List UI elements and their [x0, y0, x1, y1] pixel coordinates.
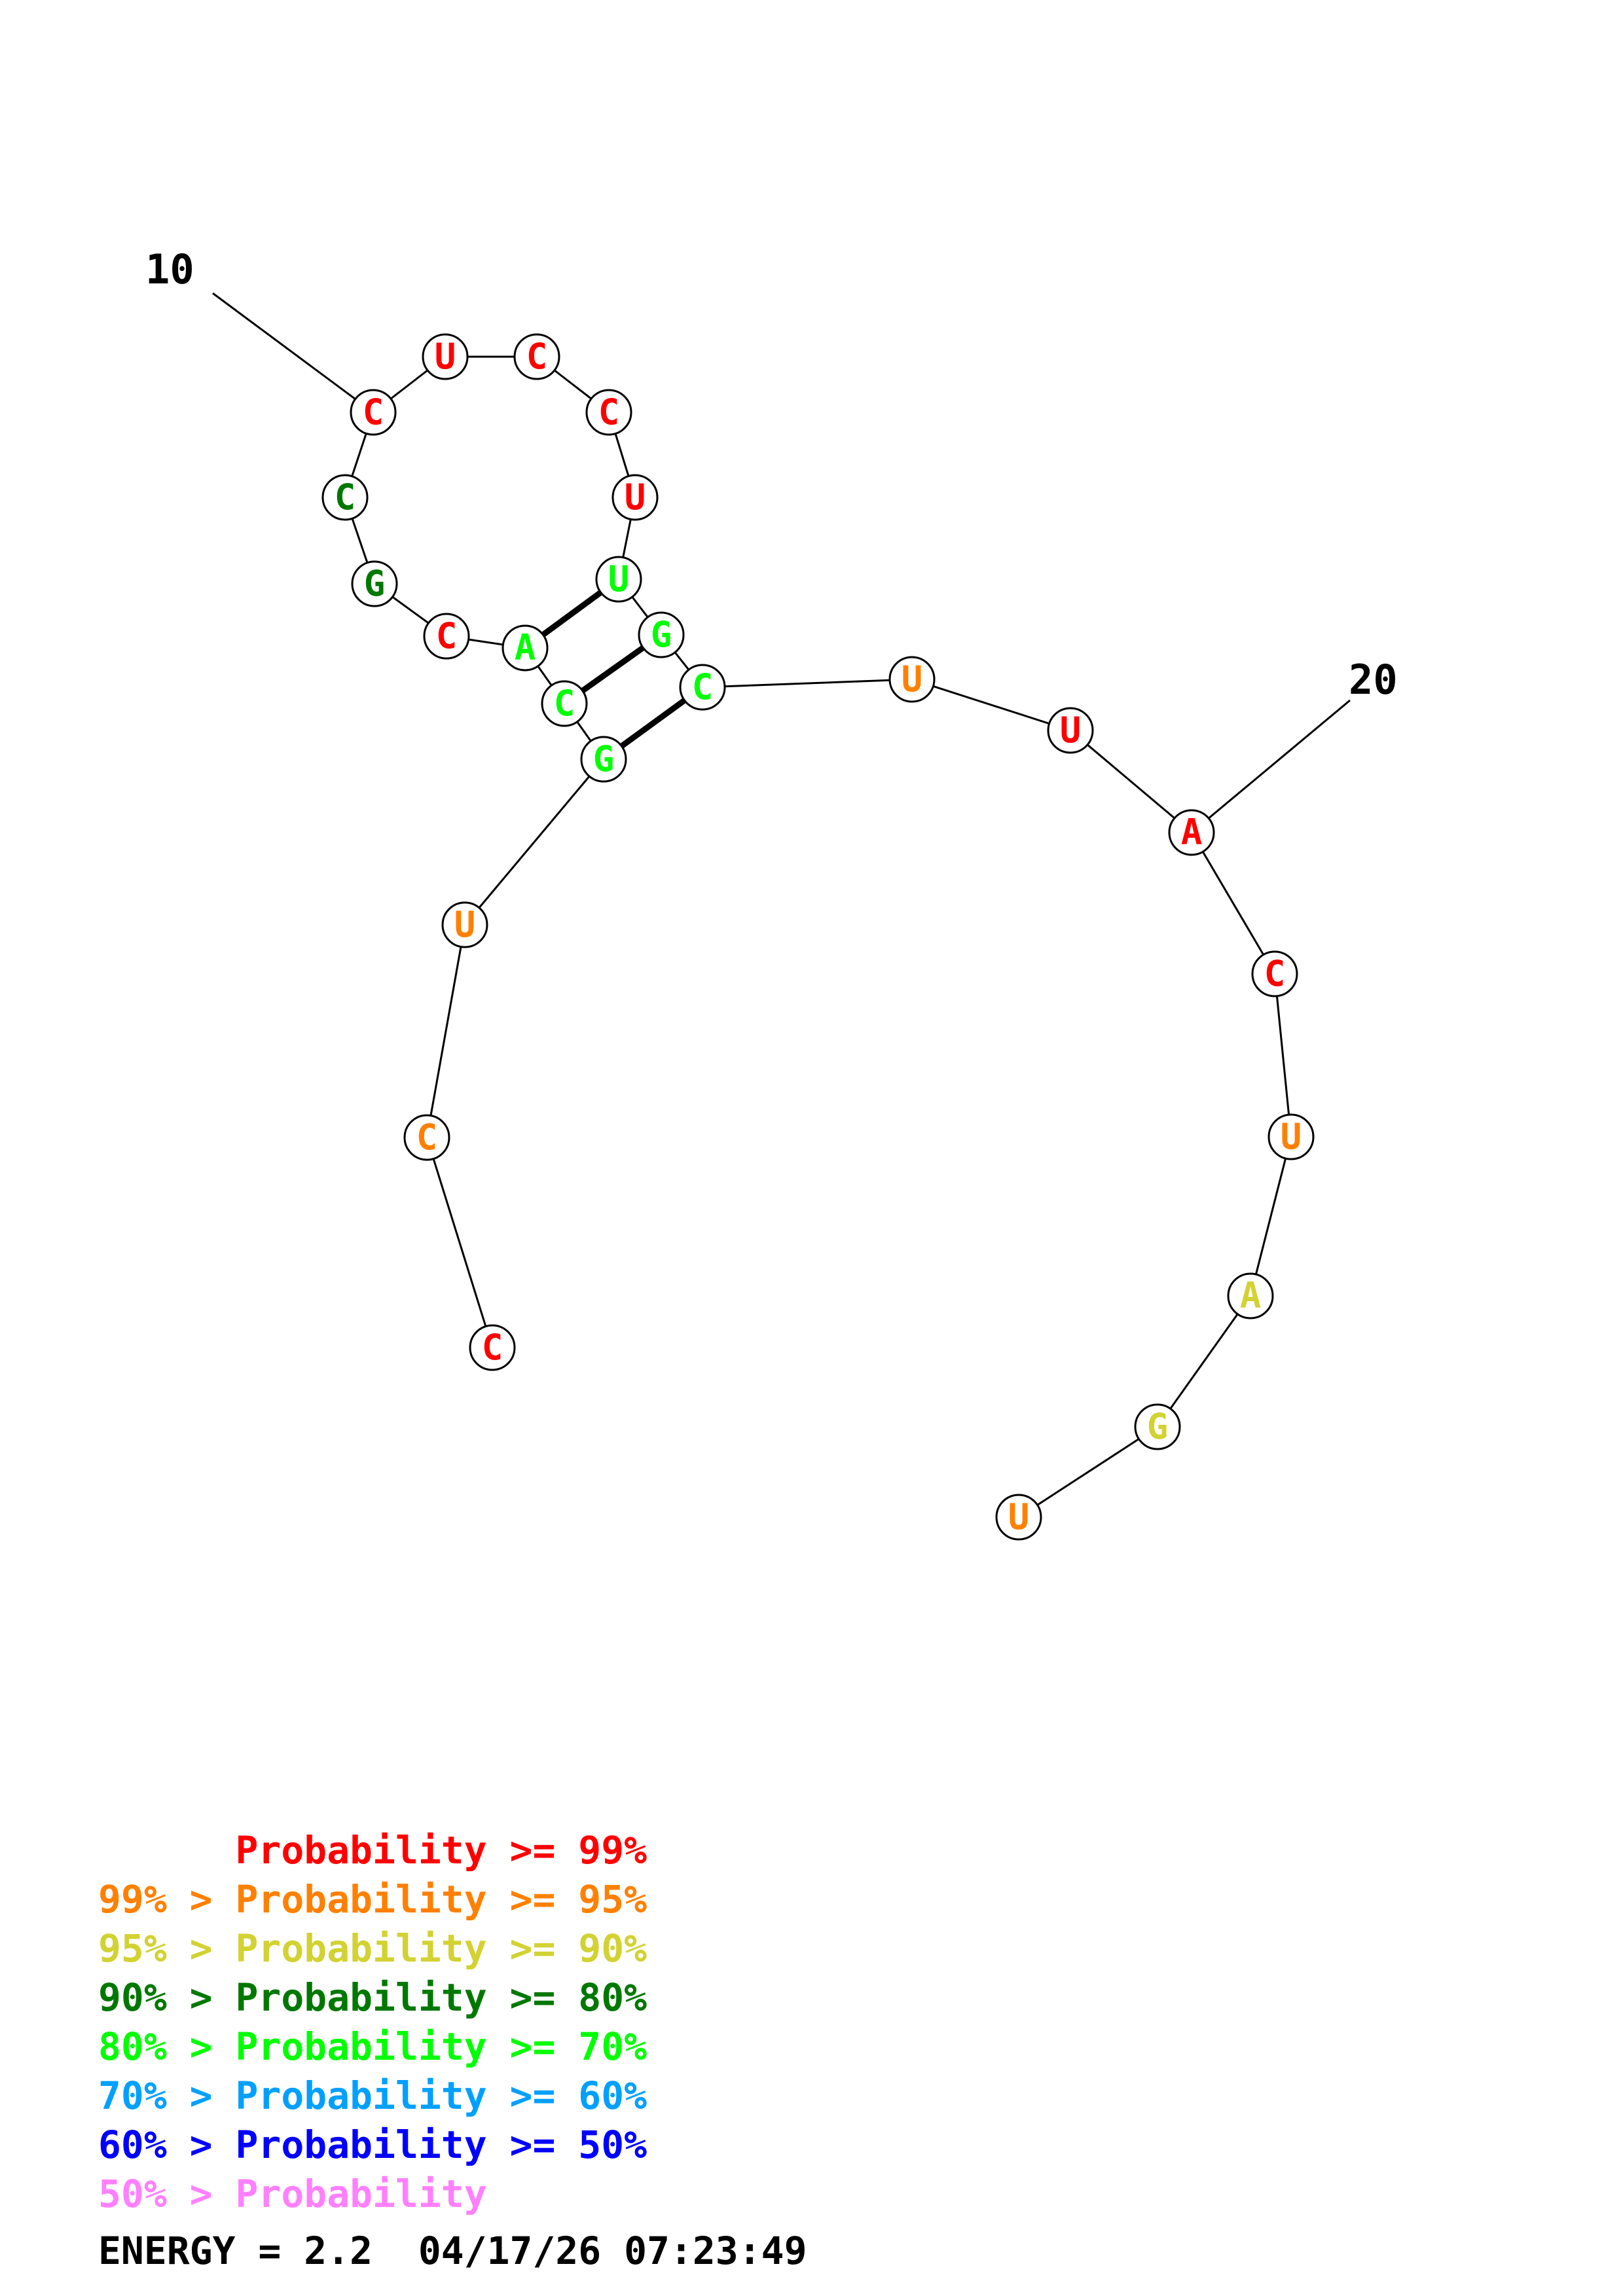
- backbone-segment: [426, 1137, 494, 1348]
- nucleotide-base: C: [416, 1117, 438, 1158]
- nucleotide-base: A: [1240, 1275, 1262, 1316]
- backbone-segment: [1190, 832, 1276, 975]
- probability-legend: Probability >= 99% 99% > Probability >= 9…: [98, 1826, 647, 2219]
- nucleotide-circle: [541, 680, 588, 727]
- index-tick: [212, 292, 374, 414]
- nucleotide-circle: [1267, 1113, 1315, 1160]
- backbone-segment: [464, 759, 605, 925]
- nucleotide-base: C: [598, 391, 620, 433]
- nucleotide-base: U: [902, 658, 923, 700]
- nucleotide-circle: [350, 389, 397, 436]
- legend-row: 80% > Probability >= 70%: [98, 2024, 647, 2069]
- nucleotide-circle: [679, 664, 726, 711]
- nucleotide-base: C: [554, 683, 575, 724]
- nucleotide-base: G: [593, 738, 615, 780]
- nucleotide-circle: [513, 333, 560, 380]
- nucleotide-base: U: [1281, 1116, 1302, 1157]
- energy-footer: ENERGY = 2.2 04/17/26 07:23:49: [98, 2229, 807, 2273]
- nucleotide-circle: [1227, 1272, 1274, 1319]
- backbone-segment: [1070, 729, 1192, 834]
- nucleotide-circle: [1047, 707, 1094, 754]
- legend-row: 95% > Probability >= 90%: [98, 1926, 647, 1971]
- index-tick: [1191, 699, 1351, 834]
- nucleotide-circle: [351, 560, 398, 607]
- nucleotide-circle: [422, 333, 469, 380]
- nucleotide-base: A: [515, 627, 536, 668]
- nucleotide-base: G: [364, 563, 386, 604]
- nucleotide-circle: [611, 474, 659, 521]
- nucleotide-base: A: [1181, 812, 1203, 853]
- index-label: 20: [1349, 656, 1398, 704]
- nucleotide-circle: [638, 611, 685, 658]
- nucleotide-base: C: [363, 391, 384, 433]
- backbone-segment: [1273, 973, 1292, 1138]
- nucleotide-circle: [321, 474, 369, 521]
- backbone-segment: [1156, 1295, 1252, 1427]
- legend-row: 50% > Probability: [98, 2172, 487, 2216]
- nucleotide-base: C: [335, 476, 356, 518]
- legend-row: Probability >= 99%: [98, 1828, 647, 1873]
- backbone-segment: [702, 678, 913, 689]
- backbone-segment: [911, 678, 1071, 732]
- nucleotide-circle: [403, 1114, 450, 1161]
- legend-row: 99% > Probability >= 95%: [98, 1877, 647, 1922]
- nucleotide-base: U: [454, 904, 476, 945]
- backbone-segment: [426, 924, 466, 1138]
- nucleotide-base: U: [625, 476, 646, 518]
- nucleotide-base: C: [1264, 953, 1286, 994]
- nucleotide-base: C: [526, 336, 548, 377]
- legend-row: 70% > Probability >= 60%: [98, 2073, 647, 2118]
- nucleotide-circle: [580, 736, 627, 783]
- nucleotide-circle: [1134, 1403, 1181, 1450]
- nucleotide-base: C: [482, 1327, 503, 1368]
- nucleotide-base: G: [651, 614, 672, 655]
- nucleotide-circle: [595, 556, 642, 603]
- nucleotide-circle: [1168, 809, 1215, 856]
- nucleotide-base: U: [1008, 1496, 1030, 1537]
- nucleotide-base: C: [692, 666, 714, 708]
- nucleotide-base: U: [608, 558, 630, 600]
- nucleotide-circle: [469, 1324, 516, 1371]
- legend-row: 90% > Probability >= 80%: [98, 1975, 647, 2020]
- index-ticks: 10 20: [145, 245, 1398, 834]
- nucleotide-circle: [995, 1494, 1042, 1541]
- nucleotide-circle: [501, 624, 549, 672]
- base-pairs: [523, 577, 704, 762]
- nucleotide-circle: [441, 901, 488, 948]
- nucleotide-base: C: [436, 615, 458, 656]
- nucleotide-circle: [1251, 950, 1298, 997]
- nucleotide-circle: [423, 613, 470, 660]
- index-label: 10: [145, 245, 194, 293]
- nucleotide-base: U: [1060, 709, 1082, 751]
- nucleotide-circle: [888, 656, 936, 703]
- nucleotide-circle: [585, 389, 632, 436]
- backbone-segment: [1018, 1426, 1158, 1518]
- nucleotide-base: G: [1147, 1406, 1169, 1447]
- backbone-segment: [1249, 1136, 1292, 1297]
- legend-row: 60% > Probability >= 50%: [98, 2123, 647, 2167]
- nucleotide-base: U: [435, 336, 456, 377]
